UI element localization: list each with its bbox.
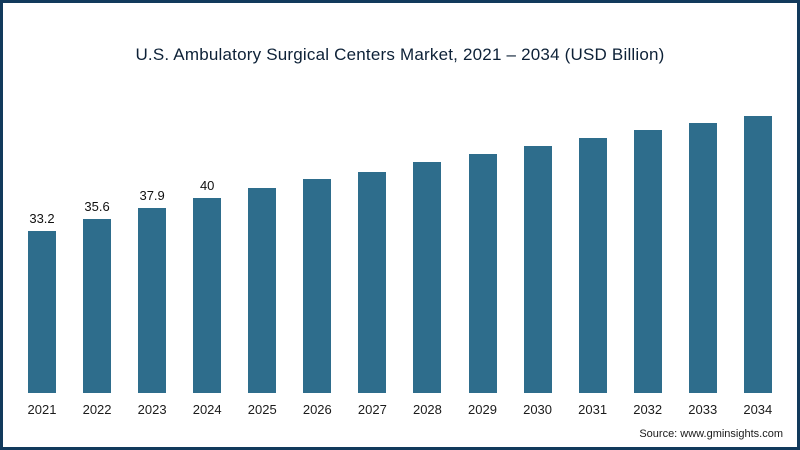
x-axis-label: 2028 bbox=[412, 402, 442, 417]
x-axis-label: 2022 bbox=[82, 402, 112, 417]
bar bbox=[523, 146, 552, 393]
bar bbox=[248, 188, 277, 393]
bar bbox=[303, 179, 332, 393]
bar bbox=[578, 138, 607, 393]
plot-area: 33.2 2021 35.6 2022 37.9 2023 40 2024 2025 2026 20… bbox=[21, 72, 779, 417]
bar-column: 2026 bbox=[296, 159, 338, 417]
bar bbox=[193, 198, 222, 393]
bar-column: 2028 bbox=[406, 142, 448, 417]
bar-column: 37.9 2023 bbox=[131, 188, 173, 417]
bar-column: 2030 bbox=[517, 126, 559, 417]
x-axis-label: 2027 bbox=[357, 402, 387, 417]
bar bbox=[83, 219, 112, 393]
x-axis-label: 2032 bbox=[633, 402, 663, 417]
x-axis-label: 2029 bbox=[468, 402, 497, 417]
bar-column: 40 2024 bbox=[186, 178, 228, 417]
source-note: Source: www.gminsights.com bbox=[639, 428, 783, 440]
bar bbox=[633, 130, 662, 393]
bar-column: 2034 bbox=[737, 96, 779, 417]
x-axis-label: 2030 bbox=[523, 402, 553, 417]
bar-value-label: 37.9 bbox=[139, 188, 165, 203]
x-axis-label: 2026 bbox=[302, 402, 332, 417]
x-axis-label: 2033 bbox=[688, 402, 718, 417]
bar bbox=[413, 162, 442, 393]
bar-value-label: 35.6 bbox=[84, 199, 110, 214]
bar-column: 2029 bbox=[462, 134, 504, 417]
bar-column: 2031 bbox=[572, 118, 614, 417]
bar-column: 2033 bbox=[682, 103, 724, 417]
x-axis-label: 2021 bbox=[27, 402, 57, 417]
bar-column: 2027 bbox=[351, 152, 393, 417]
bar-column: 35.6 2022 bbox=[76, 199, 118, 417]
x-axis-label: 2023 bbox=[137, 402, 167, 417]
x-axis-label: 2034 bbox=[743, 402, 773, 417]
bar-value-label: 40 bbox=[199, 178, 215, 193]
bar-column: 33.2 2021 bbox=[21, 211, 63, 417]
bar-column: 2032 bbox=[627, 110, 669, 417]
bar bbox=[468, 154, 497, 393]
bar bbox=[688, 123, 717, 393]
chart-title: U.S. Ambulatory Surgical Centers Market,… bbox=[135, 45, 665, 64]
bar-column: 2025 bbox=[241, 168, 283, 417]
bar bbox=[28, 231, 56, 393]
bar bbox=[138, 208, 167, 393]
x-axis-label: 2024 bbox=[192, 402, 222, 417]
bar bbox=[743, 116, 772, 393]
bar-value-label: 33.2 bbox=[29, 211, 55, 226]
x-axis-label: 2031 bbox=[578, 402, 608, 417]
bar bbox=[358, 172, 387, 393]
x-axis-label: 2025 bbox=[247, 402, 277, 417]
